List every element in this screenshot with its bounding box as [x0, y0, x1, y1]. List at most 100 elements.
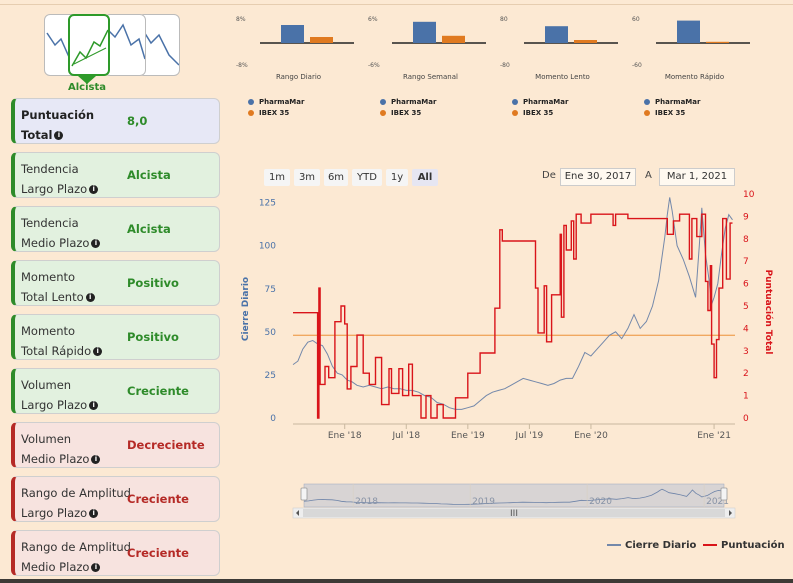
legend-score[interactable]: Puntuación: [703, 540, 785, 551]
y2-tick-label: 1: [743, 392, 749, 402]
ibex-dot-icon: [380, 110, 386, 116]
from-date-input[interactable]: Ene 30, 2017: [560, 168, 636, 186]
score-card[interactable]: Tendencia Medio Plazo i Alcista: [11, 206, 220, 252]
info-icon[interactable]: i: [93, 347, 103, 356]
scroll-grip-icon[interactable]: III: [510, 509, 518, 519]
score-card-label: Tendencia Medio Plazo i: [21, 213, 101, 253]
score-card[interactable]: Rango de Amplitud Largo Plazo i Creciente: [11, 476, 220, 522]
y-tick-label: 125: [259, 199, 276, 209]
mini-legend-ibex[interactable]: IBEX 35: [644, 109, 685, 117]
range-button[interactable]: YTD: [352, 169, 382, 186]
score-card-line2: Medio Plazo: [21, 560, 90, 574]
pharmamar-dot-icon: [380, 99, 386, 105]
to-date-input[interactable]: Mar 1, 2021: [659, 168, 735, 186]
pharmamar-dot-icon: [512, 99, 518, 105]
pharmamar-dot-icon: [644, 99, 650, 105]
score-card[interactable]: Rango de Amplitud Medio Plazo i Creciente: [11, 530, 220, 576]
range-button[interactable]: All: [412, 169, 438, 186]
uptrend-thumbnail[interactable]: [68, 14, 110, 76]
navigator-left-handle[interactable]: [300, 487, 308, 501]
info-icon[interactable]: i: [91, 239, 101, 248]
mini-legend-ibex[interactable]: IBEX 35: [512, 109, 553, 117]
mini-chart: 8% -8% Rango Diario PharmaMar IBEX 35: [236, 12, 361, 122]
score-card-line1: Tendencia: [21, 216, 79, 230]
x-tick-label: Ene '19: [451, 431, 485, 441]
ibex-dot-icon: [248, 110, 254, 116]
mini-legend-pharmamar-label: PharmaMar: [259, 98, 305, 106]
y2-tick-label: 7: [743, 257, 749, 267]
navigator-right-handle[interactable]: [720, 487, 728, 501]
price-line-icon: [607, 544, 621, 546]
mini-legend-pharmamar[interactable]: PharmaMar: [644, 98, 700, 106]
mini-legend-pharmamar[interactable]: PharmaMar: [512, 98, 568, 106]
y2-tick-label: 10: [743, 190, 755, 200]
range-button[interactable]: 6m: [324, 169, 348, 186]
mini-bar-ibex: [706, 41, 729, 43]
range-button[interactable]: 1y: [386, 169, 408, 186]
mini-chart-title: Momento Rápido: [664, 73, 725, 81]
score-card-line2: Medio Plazo: [21, 236, 90, 250]
mini-legend-pharmamar[interactable]: PharmaMar: [380, 98, 436, 106]
legend-price[interactable]: Cierre Diario: [607, 540, 696, 551]
score-card-label: Rango de Amplitud Largo Plazo i: [21, 483, 131, 523]
score-card-label: Volumen Largo Plazo i: [21, 375, 99, 415]
mini-chart: 60 -60 Momento Rápido PharmaMar IBEX 35: [632, 12, 757, 122]
bottom-bar: [0, 579, 793, 583]
mini-legend-ibex-label: IBEX 35: [259, 109, 290, 117]
y-tick-label: 100: [259, 242, 276, 252]
trend-label: Alcista: [67, 82, 106, 93]
y-tick-label: 0: [270, 414, 276, 424]
score-card[interactable]: Tendencia Largo Plazo i Alcista: [11, 152, 220, 198]
score-card-line2: Total Lento: [21, 290, 84, 304]
score-card-line1: Volumen: [21, 378, 72, 392]
score-card[interactable]: Momento Total Rápido i Positivo: [11, 314, 220, 360]
mini-tick-top: 60: [632, 16, 640, 23]
mini-legend-ibex-label: IBEX 35: [655, 109, 686, 117]
scroll-left-arrow-icon[interactable]: [296, 510, 299, 516]
score-card-value: Alcista: [127, 168, 171, 182]
left-axis-title: Cierre Diario: [241, 277, 251, 341]
mini-tick-top: 8%: [236, 16, 246, 23]
score-card-label: Volumen Medio Plazo i: [21, 429, 101, 469]
score-line-icon: [703, 544, 717, 546]
mini-bar-pharmamar: [413, 21, 436, 43]
info-icon[interactable]: i: [89, 509, 99, 518]
info-icon[interactable]: i: [54, 131, 64, 140]
mini-legend-ibex[interactable]: IBEX 35: [248, 109, 289, 117]
info-icon[interactable]: i: [91, 455, 101, 464]
scroll-right-arrow-icon[interactable]: [729, 510, 732, 516]
score-card-line1: Momento: [21, 270, 76, 284]
navigator-scroll-thumb[interactable]: [303, 509, 725, 517]
info-icon[interactable]: i: [91, 563, 101, 572]
score-card-value: Positivo: [127, 276, 179, 290]
sideways-thumbnail[interactable]: [104, 14, 146, 76]
score-card-label: Momento Total Lento i: [21, 267, 95, 307]
x-tick-label: Ene '18: [328, 431, 362, 441]
ibex-dot-icon: [644, 110, 650, 116]
mini-legend-ibex[interactable]: IBEX 35: [380, 109, 421, 117]
range-button[interactable]: 1m: [264, 169, 290, 186]
price-series-line: [292, 197, 733, 410]
score-card-line1: Puntuación: [21, 108, 95, 122]
info-icon[interactable]: i: [89, 185, 99, 194]
mini-tick-bottom: -8%: [236, 62, 248, 69]
score-card-value: 8,0: [127, 114, 148, 128]
y-tick-label: 50: [265, 328, 277, 338]
score-card[interactable]: Momento Total Lento i Positivo: [11, 260, 220, 306]
range-button[interactable]: 3m: [294, 169, 320, 186]
mini-legend-pharmamar[interactable]: PharmaMar: [248, 98, 304, 106]
score-card[interactable]: Volumen Largo Plazo i Creciente: [11, 368, 220, 414]
y2-tick-label: 8: [743, 235, 749, 245]
score-card-value: Alcista: [127, 222, 171, 236]
score-card[interactable]: Puntuación Total i 8,0: [11, 98, 220, 144]
navigator-series-line: [303, 488, 722, 505]
score-card[interactable]: Volumen Medio Plazo i Decreciente: [11, 422, 220, 468]
from-label: De: [542, 170, 556, 181]
y2-tick-label: 0: [743, 414, 749, 424]
pharmamar-dot-icon: [248, 99, 254, 105]
info-icon[interactable]: i: [85, 293, 95, 302]
mini-tick-top: 6%: [368, 16, 378, 23]
mini-bar-pharmamar: [281, 25, 304, 43]
info-icon[interactable]: i: [89, 401, 99, 410]
